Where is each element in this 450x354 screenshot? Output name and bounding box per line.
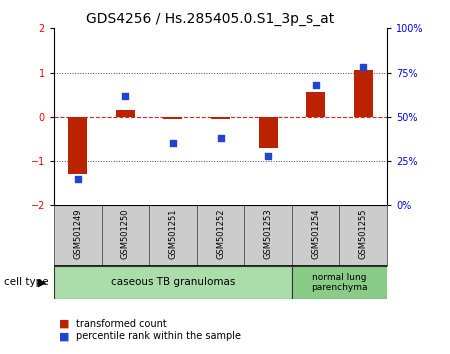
Text: ■: ■ bbox=[58, 319, 69, 329]
Point bbox=[122, 93, 129, 98]
Text: GSM501250: GSM501250 bbox=[121, 208, 130, 259]
Text: transformed count: transformed count bbox=[76, 319, 167, 329]
Point bbox=[169, 141, 176, 146]
Text: GSM501255: GSM501255 bbox=[359, 208, 368, 259]
Point bbox=[217, 135, 224, 141]
Bar bbox=[339, 205, 387, 266]
Text: caseous TB granulomas: caseous TB granulomas bbox=[111, 277, 235, 287]
Text: cell type: cell type bbox=[4, 277, 49, 287]
Bar bbox=[306, 92, 325, 117]
Point bbox=[265, 153, 272, 159]
Bar bbox=[292, 205, 339, 266]
Text: GSM501252: GSM501252 bbox=[216, 208, 225, 259]
Text: percentile rank within the sample: percentile rank within the sample bbox=[76, 331, 242, 341]
Text: GSM501249: GSM501249 bbox=[73, 208, 82, 259]
Bar bbox=[197, 205, 244, 266]
Bar bbox=[163, 117, 182, 119]
Bar bbox=[244, 205, 292, 266]
Bar bbox=[211, 117, 230, 119]
Bar bbox=[68, 117, 87, 175]
Point bbox=[360, 64, 367, 70]
Title: GDS4256 / Hs.285405.0.S1_3p_s_at: GDS4256 / Hs.285405.0.S1_3p_s_at bbox=[86, 12, 335, 26]
Bar bbox=[54, 205, 102, 266]
Text: ■: ■ bbox=[58, 331, 69, 341]
Bar bbox=[54, 266, 292, 299]
Bar bbox=[259, 117, 278, 148]
Text: ▶: ▶ bbox=[38, 277, 47, 287]
Bar bbox=[116, 110, 135, 117]
Text: GSM501254: GSM501254 bbox=[311, 208, 320, 259]
Text: normal lung
parenchyma: normal lung parenchyma bbox=[311, 273, 368, 292]
Text: GSM501253: GSM501253 bbox=[264, 208, 273, 259]
Point bbox=[312, 82, 319, 88]
Text: GSM501251: GSM501251 bbox=[168, 208, 177, 259]
Bar bbox=[292, 266, 387, 299]
Bar bbox=[102, 205, 149, 266]
Point bbox=[74, 176, 81, 182]
Bar bbox=[149, 205, 197, 266]
Bar bbox=[354, 70, 373, 117]
